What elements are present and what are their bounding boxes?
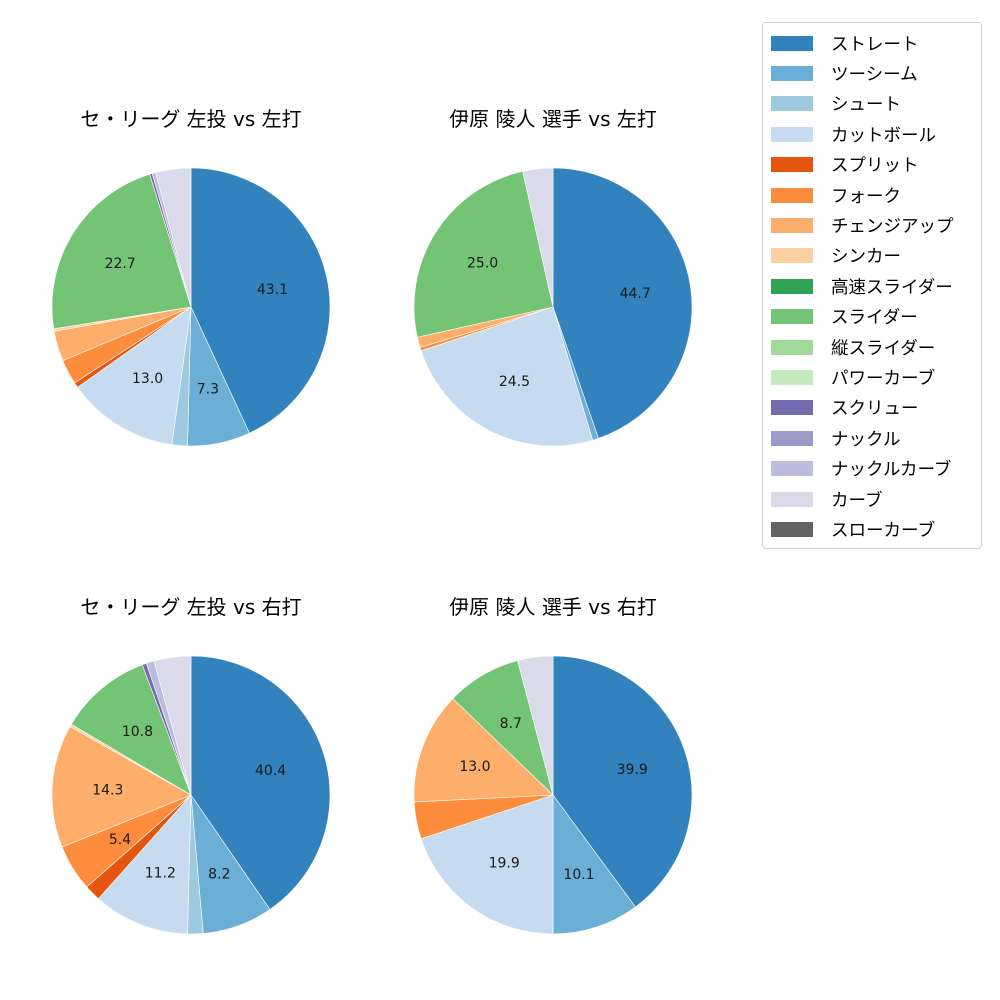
slice-value-label: 8.7 xyxy=(500,716,522,732)
legend-label: ストレート xyxy=(831,34,919,55)
pie-chart-league-vs-left: 43.1 7.3 13.0 22.7 xyxy=(51,167,331,447)
legend-label: カーブ xyxy=(831,490,883,511)
slice-value-label: 10.8 xyxy=(122,724,153,740)
legend-item: 高速スライダー xyxy=(771,276,953,298)
legend-label: フォーク xyxy=(831,186,901,207)
pie-chart-player-vs-left: 44.7 24.5 25.0 xyxy=(413,167,693,447)
pie-slice xyxy=(97,794,192,935)
pie-slice xyxy=(153,655,192,796)
legend-swatch xyxy=(771,157,813,173)
legend-label: シュート xyxy=(831,95,901,116)
legend-label: 高速スライダー xyxy=(831,277,953,298)
legend-swatch xyxy=(771,126,813,142)
slice-value-label: 7.3 xyxy=(197,382,219,398)
pie-title-league-vs-left: セ・リーグ 左投 vs 左打 xyxy=(80,107,302,131)
legend-item: パワーカーブ xyxy=(771,367,935,389)
legend-swatch xyxy=(771,187,813,203)
slice-value-label: 24.5 xyxy=(499,374,530,390)
legend-item: シンカー xyxy=(771,246,901,268)
legend-item: カーブ xyxy=(771,489,883,511)
legend-swatch xyxy=(771,400,813,416)
pie-slice xyxy=(70,664,192,796)
legend: ストレートツーシームシュートカットボール スプリットフォークチェンジアップ シンカー… xyxy=(762,22,982,549)
legend-item: スローカーブ xyxy=(771,519,935,541)
slice-value-label: 19.9 xyxy=(489,856,520,872)
legend-swatch xyxy=(771,369,813,385)
legend-swatch xyxy=(771,309,813,325)
legend-swatch xyxy=(771,461,813,477)
pie-chart-league-vs-right: 40.4 8.2 11.2 5.4 14.3 10.8 xyxy=(51,655,331,935)
legend-label: チェンジアップ xyxy=(831,216,954,237)
legend-swatch xyxy=(771,491,813,507)
legend-item: カットボール xyxy=(771,124,936,146)
pie-title-player-vs-right: 伊原 陵人 選手 vs 右打 xyxy=(449,595,657,619)
pie-slice xyxy=(190,167,331,434)
legend-swatch xyxy=(771,217,813,233)
slice-value-label: 13.0 xyxy=(459,759,490,775)
pie-slice xyxy=(77,306,192,446)
legend-swatch xyxy=(771,278,813,294)
legend-item: チェンジアップ xyxy=(771,215,954,237)
slice-value-label: 44.7 xyxy=(620,286,651,302)
legend-item: スクリュー xyxy=(771,398,919,420)
slice-value-label: 8.2 xyxy=(208,867,230,883)
slice-value-label: 5.4 xyxy=(109,832,131,848)
slice-value-label: 22.7 xyxy=(105,256,136,272)
legend-label: スローカーブ xyxy=(831,520,935,541)
pie-slice xyxy=(51,173,192,330)
pie-title-player-vs-left: 伊原 陵人 選手 vs 左打 xyxy=(449,107,657,131)
pie-slice xyxy=(552,794,636,935)
legend-label: スクリュー xyxy=(831,399,919,420)
legend-item: ストレート xyxy=(771,33,919,55)
slice-value-label: 25.0 xyxy=(467,255,498,271)
slice-value-label: 39.9 xyxy=(617,762,648,778)
pie-chart-player-vs-right: 39.9 10.1 19.9 13.0 8.7 xyxy=(413,655,693,935)
legend-item: ツーシーム xyxy=(771,63,918,85)
slice-value-label: 10.1 xyxy=(563,867,594,883)
slice-value-label: 11.2 xyxy=(145,866,176,882)
slice-value-label: 43.1 xyxy=(257,282,288,298)
pie-slice xyxy=(190,655,331,910)
legend-label: スプリット xyxy=(831,156,919,177)
legend-swatch xyxy=(771,430,813,446)
legend-item: ナックル xyxy=(771,428,901,450)
legend-label: ナックルカーブ xyxy=(831,460,952,481)
pie-slice xyxy=(51,726,192,848)
pie-slice xyxy=(517,655,554,796)
legend-swatch xyxy=(771,35,813,51)
legend-item: シュート xyxy=(771,94,901,116)
pie-title-league-vs-right: セ・リーグ 左投 vs 右打 xyxy=(80,595,302,619)
pie-slice xyxy=(552,655,693,908)
legend-label: ツーシーム xyxy=(831,64,918,85)
slice-value-label: 40.4 xyxy=(255,763,286,779)
slice-value-label: 14.3 xyxy=(92,783,123,799)
pie-slice xyxy=(420,306,593,447)
legend-swatch xyxy=(771,339,813,355)
legend-swatch xyxy=(771,96,813,112)
slice-value-label: 13.0 xyxy=(132,371,163,387)
legend-item: スプリット xyxy=(771,155,919,177)
legend-label: ナックル xyxy=(831,429,901,450)
legend-label: パワーカーブ xyxy=(831,368,935,389)
pie-slice xyxy=(413,170,554,338)
pie-slice xyxy=(155,167,192,308)
legend-label: カットボール xyxy=(831,125,936,146)
legend-swatch xyxy=(771,248,813,264)
legend-label: 縦スライダー xyxy=(831,338,936,359)
legend-item: 縦スライダー xyxy=(771,337,936,359)
legend-swatch xyxy=(771,65,813,81)
pie-slice xyxy=(552,167,693,439)
legend-label: スライダー xyxy=(831,308,918,329)
legend-item: ナックルカーブ xyxy=(771,459,952,481)
pie-slice xyxy=(413,698,554,803)
legend-swatch xyxy=(771,521,813,537)
pie-slice xyxy=(522,167,554,308)
pie-slice xyxy=(420,794,554,935)
legend-item: フォーク xyxy=(771,185,901,207)
legend-label: シンカー xyxy=(831,247,901,268)
legend-item: スライダー xyxy=(771,307,918,329)
